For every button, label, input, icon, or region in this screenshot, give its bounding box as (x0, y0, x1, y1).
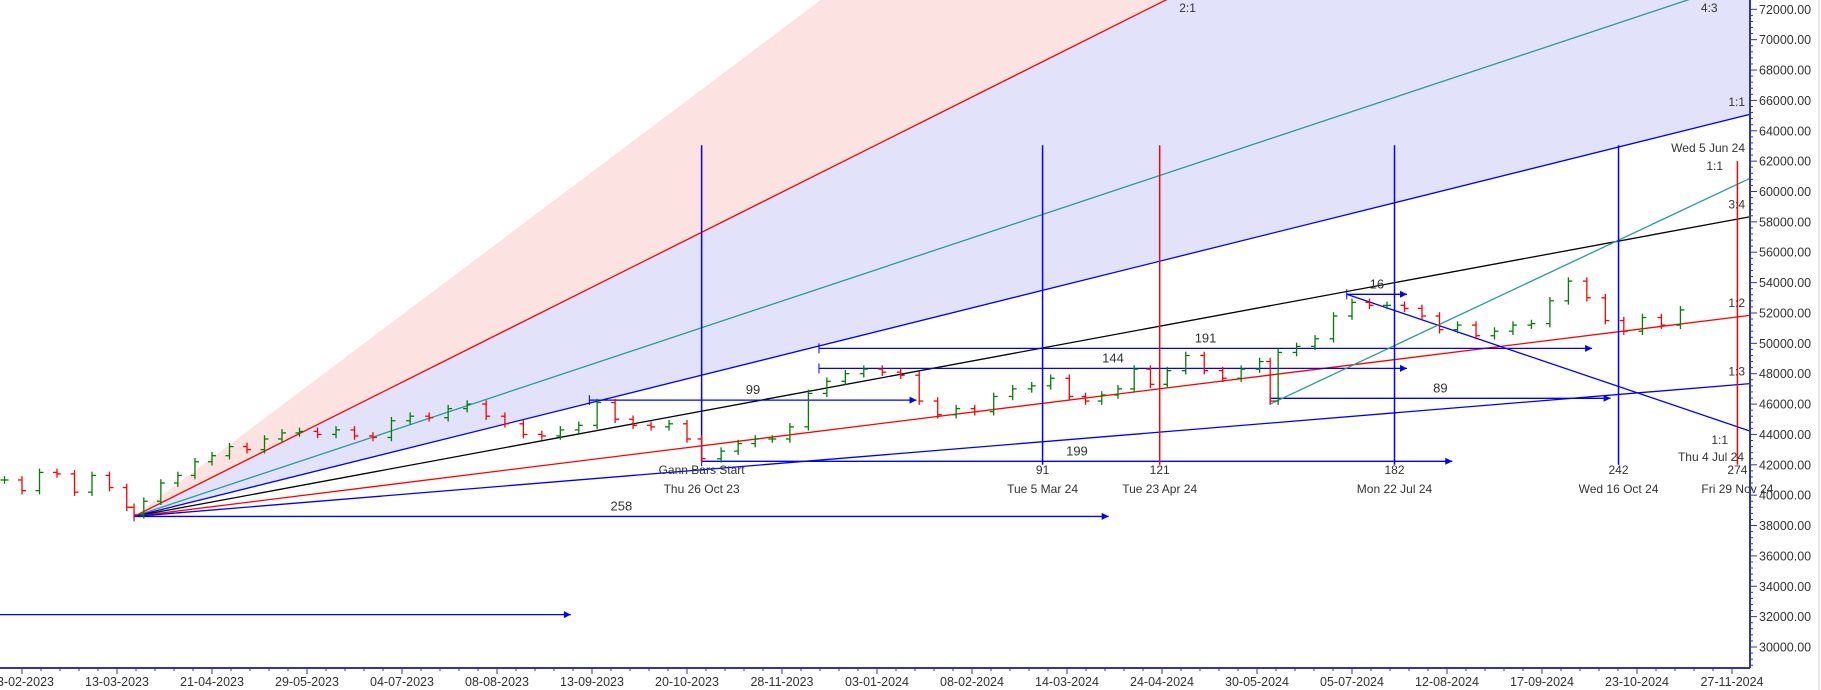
y-tick-label: 58000.00 (1759, 215, 1811, 229)
fan-line-1-1 (133, 113, 1750, 518)
x-tick-label: 03-02-2023 (0, 675, 54, 689)
gann-fan-fills (134, 0, 1750, 517)
x-tick-label: 08-02-2024 (940, 675, 1004, 689)
gann-bar-count: 121 (1150, 463, 1170, 477)
y-tick-label: 36000.00 (1759, 549, 1811, 563)
y-tick-label: 44000.00 (1759, 428, 1811, 442)
x-tick-label: 20-10-2023 (655, 675, 719, 689)
y-tick-label: 38000.00 (1759, 519, 1811, 533)
annotation-labels: 2:1 4:3 1:1 3:4 1:2 1:3 258 99 144 191 16 89 199 Gann… (611, 1, 1774, 513)
x-tick-label: 24-04-2024 (1130, 675, 1194, 689)
fan-line-2-1 (133, 0, 1168, 518)
gann-bars-start-label: Gann Bars Start (659, 463, 746, 477)
y-tick-label: 64000.00 (1759, 124, 1811, 138)
y-tick-label: 34000.00 (1759, 580, 1811, 594)
gann-bar-count: 182 (1384, 463, 1404, 477)
gann-bar-date: Mon 22 Jul 24 (1357, 482, 1433, 496)
fan-fill-lower (134, 0, 1750, 517)
x-tick-label: 13-03-2023 (85, 675, 149, 689)
fan-line-3-4 (133, 216, 1750, 518)
gann-bar-date: Fri 29 Nov 24 (1701, 482, 1773, 496)
y-tick-label: 30000.00 (1759, 641, 1811, 655)
fan-label: 2:1 (1179, 1, 1196, 15)
arrow-count-label: 99 (746, 382, 760, 397)
fan-label: 4:3 (1701, 1, 1718, 15)
x-tick-label: 08-08-2023 (465, 675, 529, 689)
price-bars (0, 277, 1685, 519)
arrow-count-label: 191 (1195, 330, 1217, 345)
arrow-head-icon (1585, 344, 1593, 352)
gann-bar-count: 242 (1609, 463, 1629, 477)
gann-bar-date: Wed 16 Oct 24 (1579, 482, 1659, 496)
y-tick-label: 40000.00 (1759, 489, 1811, 503)
y-tick-label: 46000.00 (1759, 398, 1811, 412)
arrow-count-label: 144 (1102, 350, 1124, 365)
y-tick-label: 62000.00 (1759, 155, 1811, 169)
arrow-head-icon (1400, 290, 1407, 298)
lower-note-ratio: 1:1 (1711, 433, 1728, 447)
y-tick-label: 68000.00 (1759, 64, 1811, 78)
fan-line-1-3 (133, 382, 1750, 518)
fan-label: 1:1 (1728, 95, 1745, 109)
upper-note-date: Wed 5 Jun 24 (1671, 141, 1745, 155)
trend-line (1346, 293, 1750, 432)
fan-line-4-3 (133, 0, 1690, 518)
gann-bar-date: Tue 23 Apr 24 (1122, 482, 1197, 496)
trend-line (1269, 177, 1750, 405)
y-tick-label: 60000.00 (1759, 185, 1811, 199)
y-tick-label: 32000.00 (1759, 610, 1811, 624)
x-tick-label: 13-09-2023 (560, 675, 624, 689)
arrow-head-icon (1101, 512, 1109, 520)
x-tick-label: 17-09-2024 (1510, 675, 1574, 689)
y-tick-label: 54000.00 (1759, 276, 1811, 290)
annotation-lines (0, 0, 1750, 619)
upper-note-ratio: 1:1 (1706, 159, 1723, 173)
fan-label: 1:2 (1728, 296, 1745, 310)
gann-bar-count: 91 (1036, 463, 1050, 477)
arrow-count-label: 89 (1433, 380, 1447, 395)
arrow-head-icon (1603, 394, 1611, 402)
y-tick-label: 56000.00 (1759, 246, 1811, 260)
y-tick-label: 48000.00 (1759, 367, 1811, 381)
arrow-head-icon (1445, 457, 1453, 465)
x-tick-label: 21-04-2023 (180, 675, 244, 689)
y-tick-label: 50000.00 (1759, 337, 1811, 351)
arrow-count-label: 199 (1066, 443, 1088, 458)
x-tick-label: 29-05-2023 (275, 675, 339, 689)
x-tick-label: 14-03-2024 (1035, 675, 1099, 689)
x-tick-label: 23-10-2024 (1605, 675, 1669, 689)
gann-bar-date: Tue 5 Mar 24 (1007, 482, 1078, 496)
fan-label: 1:3 (1728, 365, 1745, 379)
y-tick-label: 66000.00 (1759, 94, 1811, 108)
x-tick-label: 03-01-2024 (845, 675, 909, 689)
x-tick-label: 27-11-2024 (1700, 675, 1763, 689)
arrow-count-label: 16 (1370, 276, 1384, 291)
x-tick-label: 12-08-2024 (1415, 675, 1479, 689)
arrow-head-icon (1400, 364, 1407, 372)
x-tick-label: 04-07-2023 (370, 675, 434, 689)
y-tick-label: 52000.00 (1759, 306, 1811, 320)
y-tick-label: 70000.00 (1759, 33, 1811, 47)
y-tick-label: 42000.00 (1759, 458, 1811, 472)
arrow-count-label: 258 (611, 498, 633, 513)
x-tick-label: 28-11-2023 (750, 675, 813, 689)
lower-note-date: Thu 4 Jul 24 (1678, 450, 1744, 464)
fan-label: 3:4 (1728, 198, 1745, 212)
y-tick-label: 72000.00 (1759, 3, 1811, 17)
gann-bar-count: 274 (1727, 463, 1747, 477)
x-tick-label: 30-05-2024 (1225, 675, 1289, 689)
x-tick-label: 05-07-2024 (1320, 675, 1384, 689)
arrow-head-icon (909, 396, 917, 404)
gann-bar-date: Thu 26 Oct 23 (664, 482, 740, 496)
arrow-head-icon (563, 611, 571, 619)
